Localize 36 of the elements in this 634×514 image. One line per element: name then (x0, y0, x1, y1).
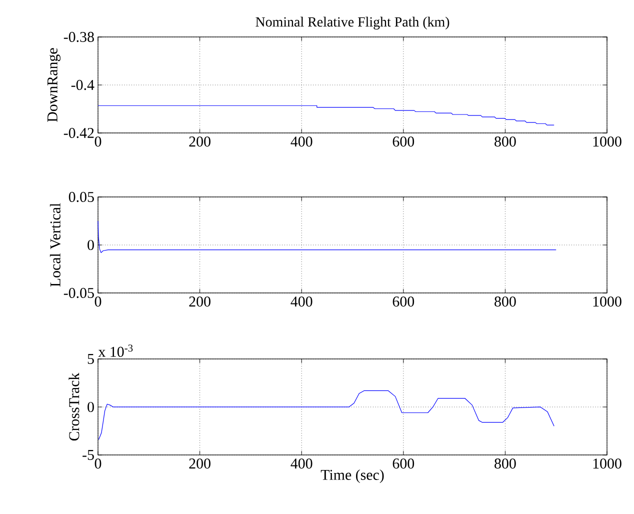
x-tick-label: 400 (290, 136, 312, 147)
y-tick-label: 0.05 (68, 192, 94, 202)
x-tick-label: 800 (494, 458, 516, 469)
y-axis-title: Local Vertical (50, 203, 61, 287)
x-tick-label: 400 (290, 296, 312, 307)
y-tick-label: -0.05 (64, 288, 94, 298)
y-tick-label: 0 (88, 240, 94, 250)
x-tick-label: 1000 (593, 136, 622, 147)
x-tick-label: 0 (94, 296, 102, 307)
x-tick-label: 0 (94, 136, 102, 147)
line-series (98, 220, 556, 253)
x-tick-label: 600 (392, 296, 414, 307)
y-tick-label: -0.38 (64, 32, 94, 42)
x-tick-label: 0 (94, 458, 102, 469)
chart-title: Nominal Relative Flight Path (km) (256, 16, 450, 30)
y-tick-label: -5 (82, 450, 94, 460)
x-tick-label: 200 (189, 136, 210, 147)
x-tick-label: 200 (189, 296, 210, 307)
line-series (98, 105, 554, 126)
x-tick-label: 600 (392, 458, 414, 469)
text: x 10$^{-3}$ (98, 344, 133, 357)
y-tick-label: 5 (88, 354, 94, 364)
x-tick-label: 800 (494, 136, 516, 147)
y-tick-label: -0.4 (71, 80, 94, 90)
x-tick-label: 600 (392, 136, 414, 147)
y-axis-title: CrossTrack (68, 372, 80, 441)
x-tick-label: 1000 (593, 296, 622, 307)
x-tick-label: 200 (189, 458, 210, 469)
y-tick-label: -0.42 (64, 128, 94, 138)
y-axis-title: DownRange (48, 48, 61, 122)
x-tick-label: 400 (290, 458, 312, 469)
x-axis-title: Time (sec) (320, 469, 384, 483)
x-tick-label: 1000 (593, 458, 622, 469)
y-tick-label: 0 (88, 402, 94, 412)
line-series (98, 390, 554, 440)
x-tick-label: 800 (494, 296, 516, 307)
